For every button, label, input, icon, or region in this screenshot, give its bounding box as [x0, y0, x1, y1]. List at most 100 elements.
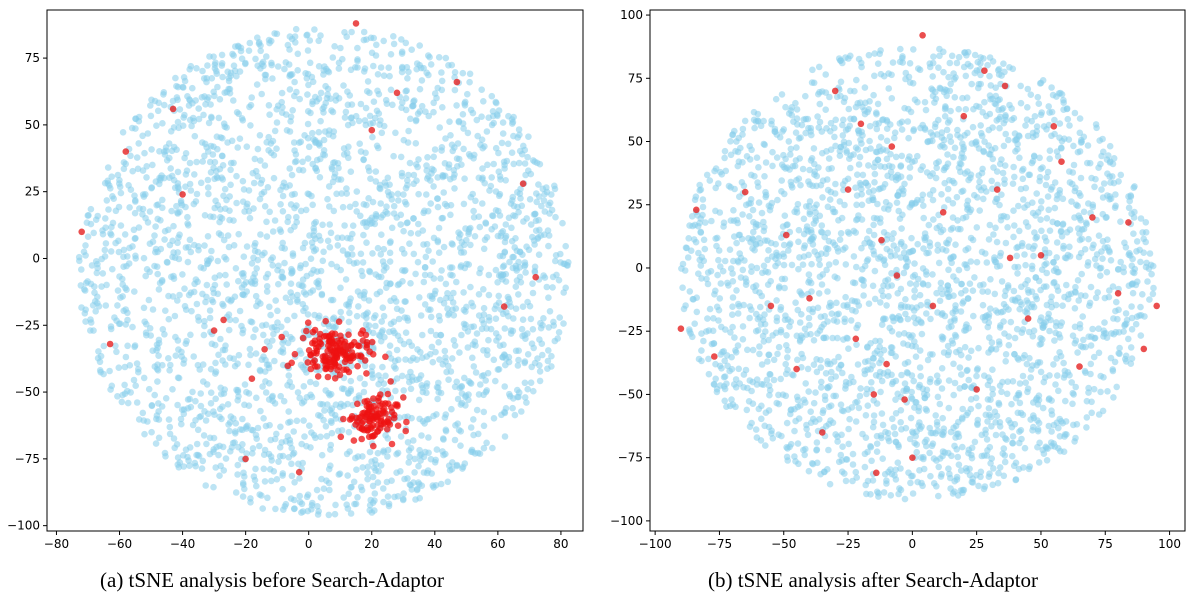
- data-point: [354, 494, 361, 501]
- data-point: [375, 110, 383, 117]
- data-point: [971, 69, 979, 77]
- data-point: [170, 249, 177, 256]
- data-point: [492, 377, 499, 385]
- data-point: [91, 283, 98, 290]
- data-point: [815, 63, 823, 71]
- data-point: [998, 388, 1005, 396]
- data-point: [1128, 314, 1136, 322]
- data-point: [343, 190, 351, 197]
- data-point: [988, 423, 995, 430]
- data-point: [977, 71, 984, 79]
- data-point: [92, 258, 100, 265]
- data-point: [331, 173, 338, 181]
- data-point: [912, 281, 920, 288]
- data-point: [460, 125, 467, 132]
- data-point: [337, 176, 345, 183]
- data-point: [235, 230, 242, 238]
- data-point: [473, 330, 481, 337]
- data-point: [297, 361, 305, 369]
- data-point: [303, 394, 311, 401]
- data-point: [378, 129, 386, 137]
- data-point: [529, 289, 537, 297]
- data-point: [442, 411, 450, 418]
- red-point: [248, 375, 256, 383]
- data-point: [748, 171, 755, 179]
- red-point: [532, 273, 539, 281]
- data-point: [1078, 138, 1085, 146]
- data-point: [501, 325, 509, 332]
- data-point: [560, 289, 567, 296]
- data-point: [236, 307, 244, 315]
- cluster-point: [309, 339, 316, 347]
- data-point: [1022, 261, 1029, 269]
- data-point: [208, 75, 216, 82]
- data-point: [174, 239, 181, 247]
- data-point: [838, 468, 846, 476]
- data-point: [1057, 144, 1065, 151]
- data-point: [873, 440, 881, 448]
- data-point: [826, 383, 833, 390]
- data-point: [443, 202, 451, 210]
- data-point: [1059, 302, 1066, 310]
- data-point: [521, 359, 528, 367]
- data-point: [858, 191, 865, 198]
- data-point: [1074, 277, 1082, 284]
- data-point: [521, 379, 529, 387]
- data-point: [1073, 201, 1080, 209]
- data-point: [1074, 349, 1081, 356]
- data-point: [901, 495, 909, 503]
- data-point: [312, 380, 320, 388]
- data-point: [419, 388, 427, 396]
- data-point: [345, 490, 353, 498]
- data-point: [205, 257, 213, 265]
- data-point: [1008, 105, 1015, 112]
- data-point: [154, 367, 162, 374]
- data-point: [189, 84, 196, 92]
- data-point: [1064, 115, 1072, 123]
- data-point: [879, 421, 887, 429]
- data-point: [955, 53, 963, 61]
- data-point: [385, 192, 393, 199]
- data-point: [1048, 132, 1055, 140]
- data-point: [467, 241, 474, 249]
- data-point: [495, 299, 503, 306]
- data-point: [97, 352, 105, 360]
- data-point: [117, 222, 125, 229]
- data-point: [502, 221, 510, 228]
- data-point: [1137, 258, 1144, 266]
- data-point: [716, 209, 724, 216]
- data-point: [729, 294, 737, 301]
- data-point: [181, 302, 189, 310]
- data-point: [769, 162, 776, 170]
- data-point: [540, 197, 548, 204]
- data-point: [1024, 385, 1032, 393]
- data-point: [941, 113, 949, 120]
- data-point: [102, 302, 110, 309]
- data-point: [1031, 113, 1039, 120]
- data-point: [453, 102, 460, 109]
- data-point: [103, 281, 110, 289]
- data-point: [501, 408, 508, 416]
- data-point: [873, 125, 881, 133]
- data-point: [355, 303, 362, 310]
- data-point: [784, 457, 791, 464]
- data-point: [372, 312, 379, 319]
- data-point: [353, 188, 361, 195]
- data-point: [830, 317, 838, 324]
- data-point: [370, 98, 378, 105]
- data-point: [898, 152, 906, 160]
- data-point: [90, 229, 97, 237]
- data-point: [902, 424, 910, 432]
- data-point: [415, 190, 422, 198]
- data-point: [989, 185, 996, 193]
- data-point: [514, 203, 521, 211]
- cluster-point: [345, 331, 352, 339]
- data-point: [264, 494, 271, 502]
- data-point: [511, 411, 519, 419]
- data-point: [224, 232, 232, 239]
- data-point: [854, 361, 862, 368]
- data-point: [959, 300, 966, 307]
- data-point: [324, 91, 331, 98]
- data-point: [1000, 472, 1008, 480]
- x-tick-label: −60: [107, 537, 132, 551]
